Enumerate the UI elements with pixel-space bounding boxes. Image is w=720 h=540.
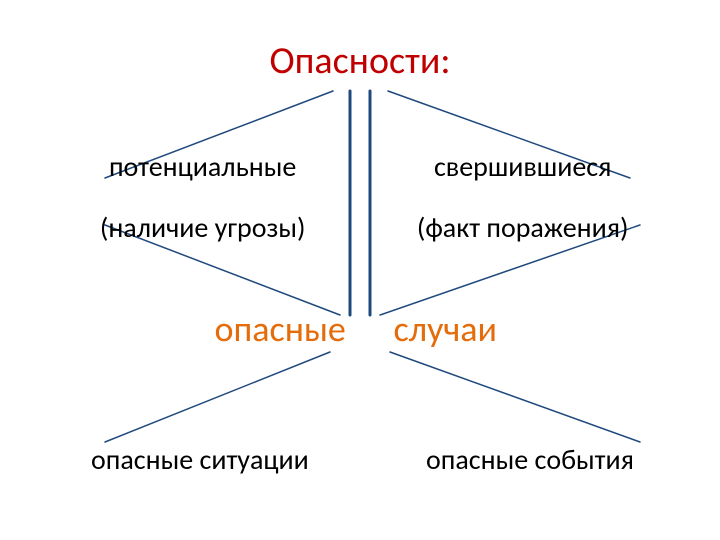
right-top-label: свершившиеся (факт поражения): [392, 121, 629, 275]
middle-left-label: опасные: [215, 310, 346, 350]
right-bottom-label: опасные события: [426, 445, 634, 476]
diagram-stage: Опасности: потенциальные (наличие угрозы…: [0, 0, 720, 540]
right-top-line2: (факт поражения): [417, 210, 629, 245]
left-top-label: потенциальные (наличие угрозы): [75, 121, 306, 275]
title-label: Опасности:: [0, 41, 720, 83]
right-top-line1: свершившиеся: [434, 149, 611, 184]
left-top-line2: (наличие угрозы): [100, 210, 306, 245]
left-bottom-label: опасные ситуации: [91, 445, 309, 476]
left-top-line1: потенциальные: [109, 149, 296, 184]
middle-right-label: случаи: [394, 310, 497, 350]
